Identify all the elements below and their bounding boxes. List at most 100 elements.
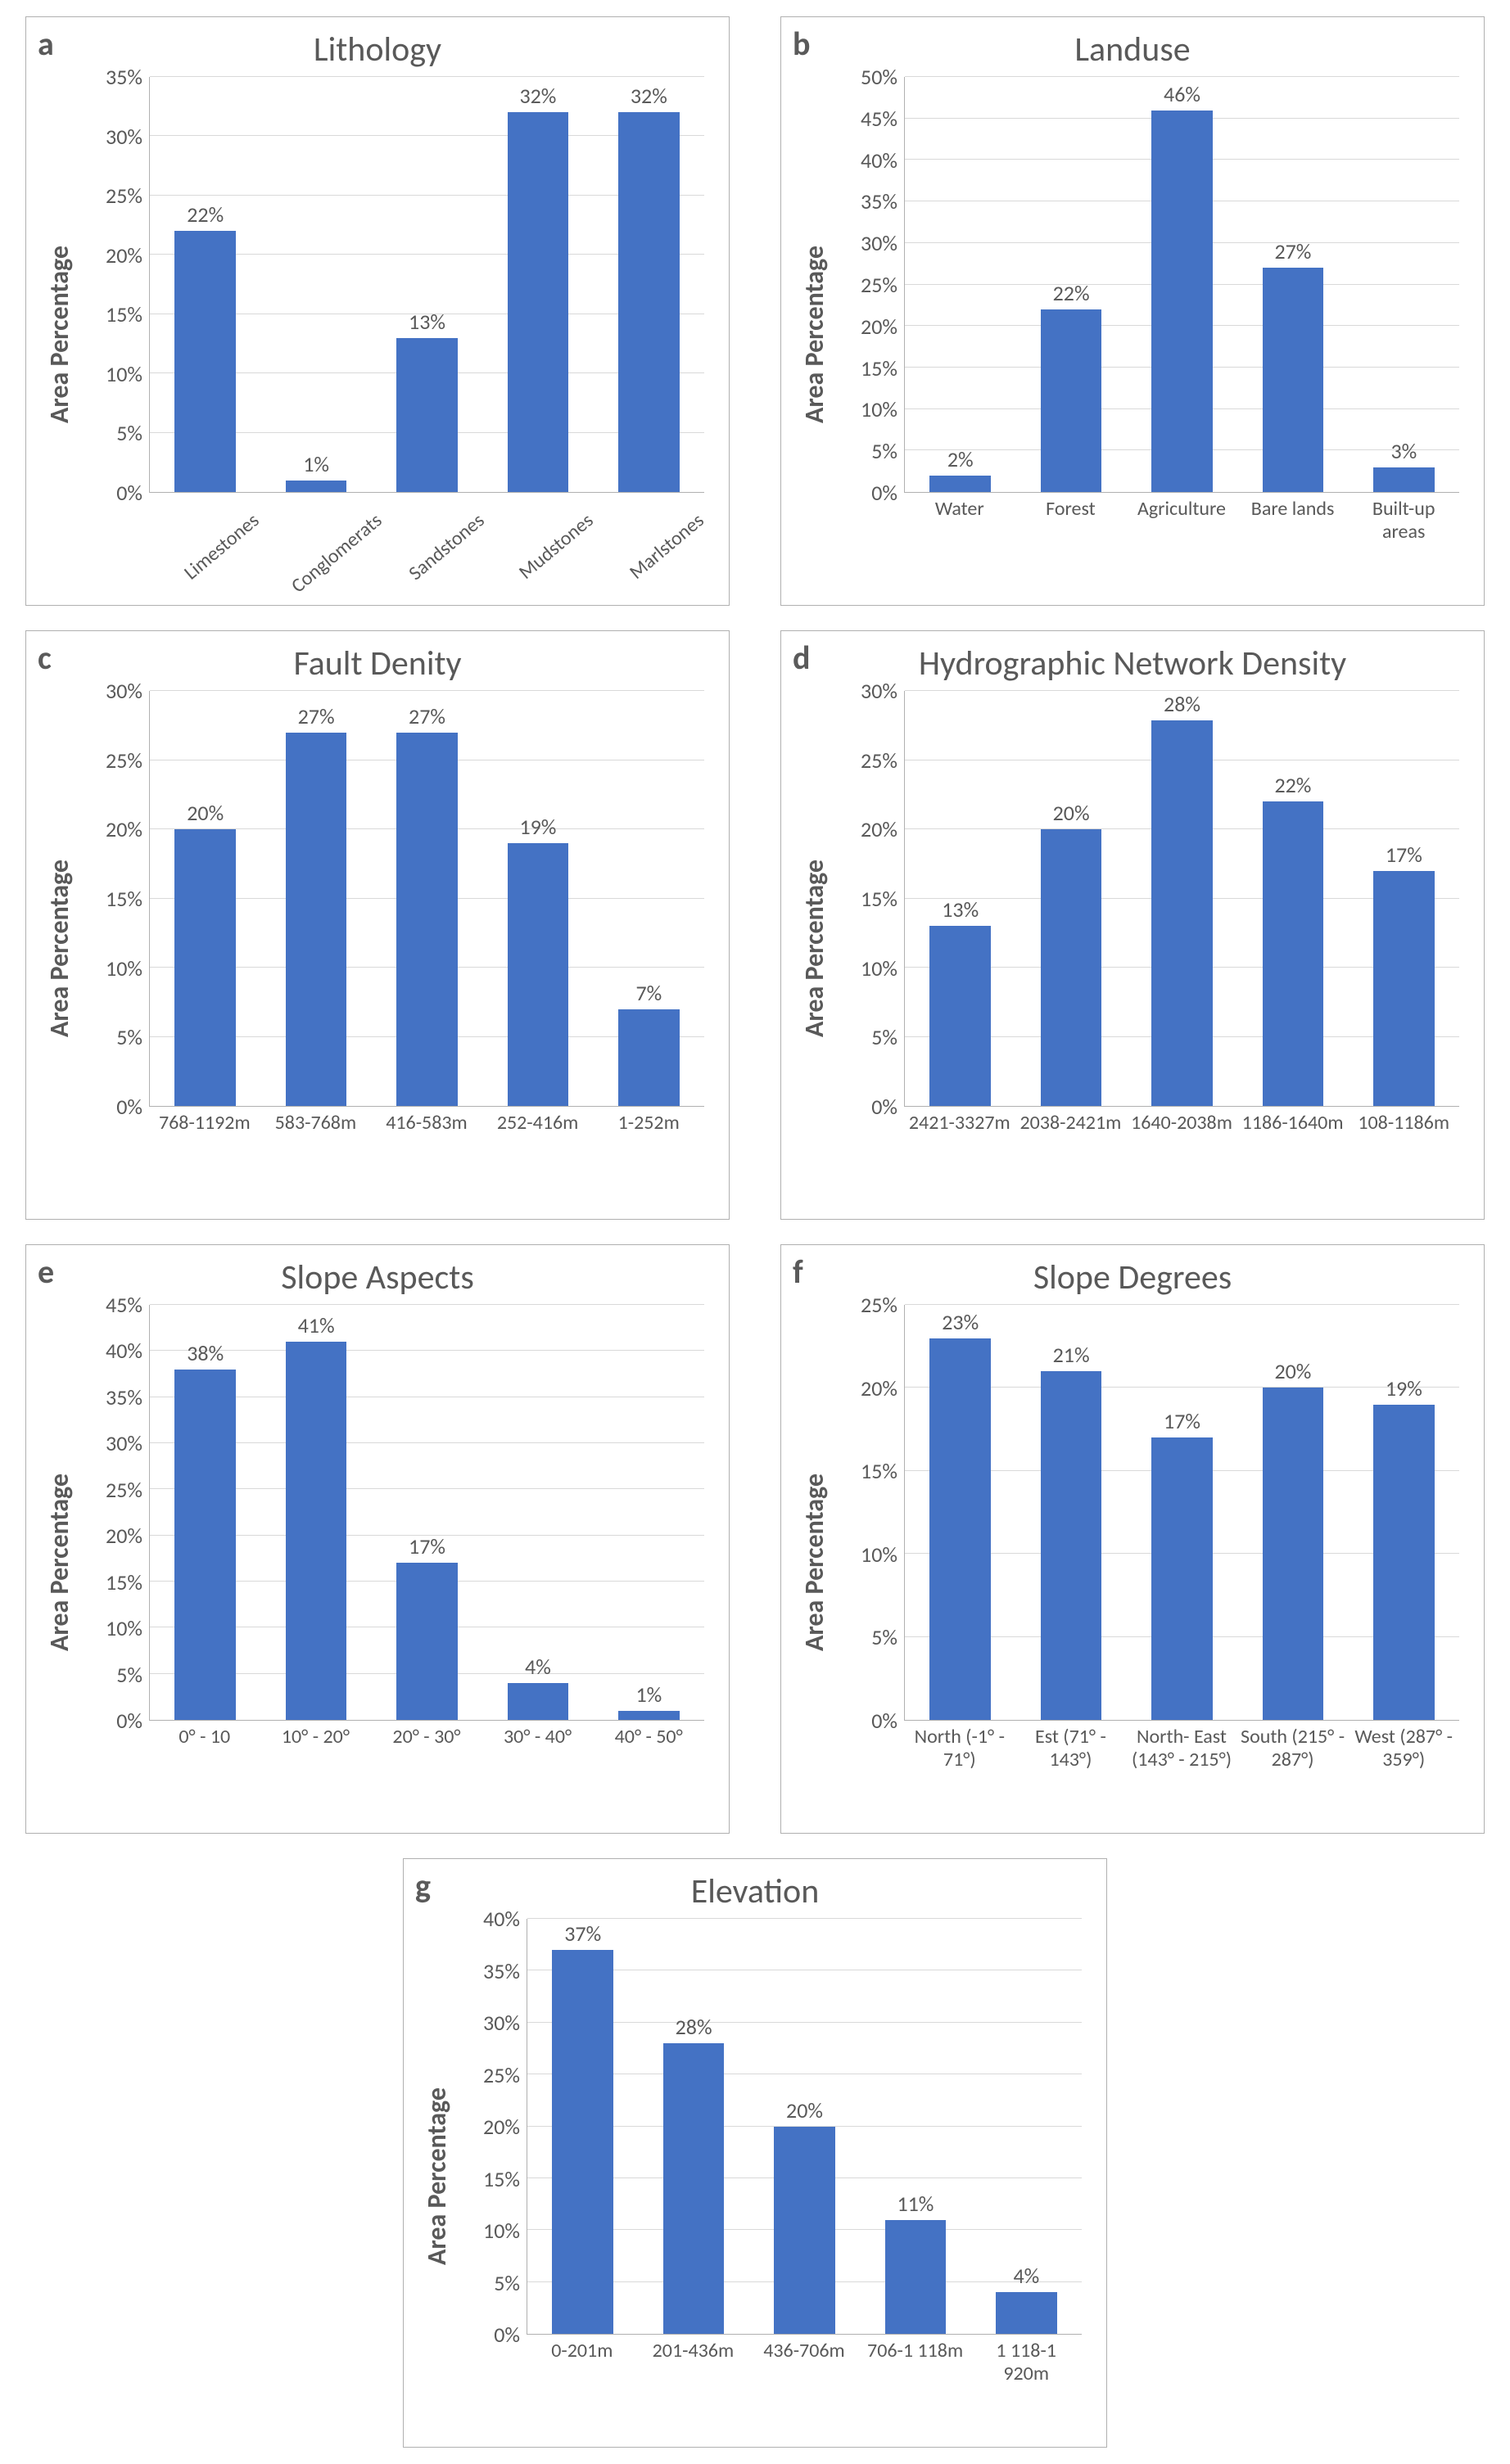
bar: [552, 1950, 613, 2334]
x-tick-label: 583-768m: [260, 1107, 372, 1205]
plot-area: 20%27%27%19%7%: [149, 691, 704, 1107]
bar-value-label: 4%: [525, 1654, 551, 1680]
y-tick-label: 10%: [861, 1541, 897, 1568]
y-tick-label: 5%: [494, 2270, 520, 2296]
bar-value-label: 38%: [187, 1340, 224, 1366]
panel-letter: b: [793, 24, 810, 64]
bar-slot: 11%: [860, 1919, 970, 2334]
x-tick-label: 30° - 40°: [482, 1721, 594, 1819]
plot-area: 37%28%20%11%4%: [527, 1919, 1082, 2335]
y-tick-label: 10%: [106, 955, 142, 982]
bar-slot: 46%: [1127, 77, 1237, 492]
bar-value-label: 2%: [947, 446, 974, 472]
bar-value-label: 3%: [1390, 438, 1417, 464]
x-tick-label: 416-583m: [371, 1107, 482, 1205]
bar-slot: 22%: [1015, 77, 1126, 492]
bar-slot: 32%: [594, 77, 704, 492]
bar: [929, 1338, 990, 1720]
bar-value-label: 7%: [635, 980, 662, 1006]
y-tick-label: 15%: [861, 886, 897, 912]
bar-value-label: 17%: [409, 1533, 445, 1559]
y-tick-label: 20%: [861, 816, 897, 842]
y-tick-label: 0%: [871, 480, 897, 506]
x-tick-label: 10° - 20°: [260, 1721, 372, 1819]
x-tick-label: Agriculture: [1126, 493, 1237, 591]
y-tick-label: 40%: [861, 147, 897, 174]
bar: [996, 2292, 1056, 2334]
x-tick-label: Bare lands: [1237, 493, 1349, 591]
bar: [508, 1683, 568, 1720]
bar: [885, 2220, 946, 2334]
x-tick-label: Est (71° - 143°): [1015, 1721, 1127, 1819]
x-tick-label: West (287° - 359°): [1348, 1721, 1459, 1819]
bar-slot: 38%: [150, 1305, 260, 1720]
bar-value-label: 28%: [676, 2014, 712, 2040]
y-tick-label: 25%: [106, 183, 142, 209]
y-tick-label: 0%: [116, 1094, 142, 1120]
y-tick-label: 0%: [494, 2322, 520, 2348]
bar-value-label: 20%: [1274, 1358, 1311, 1384]
chart-panel-b: bLanduseArea Percentage0%5%10%15%20%25%3…: [780, 16, 1485, 606]
x-tick-label: 40° - 50°: [593, 1721, 704, 1819]
x-tick-label: North (-1° - 71°): [904, 1721, 1015, 1819]
bar: [1373, 871, 1434, 1106]
x-tick-label: 436-706m: [748, 2335, 860, 2433]
x-tick-label: 0° - 10: [149, 1721, 260, 1819]
bar: [286, 481, 346, 492]
bar-value-label: 46%: [1164, 81, 1200, 107]
plot-area: 23% 21% 17% 20% 19%: [904, 1305, 1459, 1721]
bar: [1041, 1371, 1101, 1720]
bar-slot: 17%: [1349, 691, 1459, 1106]
bar-slot: 21%: [1015, 1305, 1126, 1720]
chart-panel-e: eSlope AspectsArea Percentage0%5%10%15%2…: [25, 1244, 730, 1834]
bar-slot: 22%: [1237, 691, 1348, 1106]
bar-value-label: 19%: [519, 814, 556, 840]
y-tick-label: 5%: [116, 1024, 142, 1050]
bar-value-label: 20%: [187, 800, 224, 826]
bar-value-label: 23%: [942, 1309, 979, 1335]
bar-slot: 20%: [1237, 1305, 1348, 1720]
y-tick-label: 20%: [861, 1375, 897, 1401]
bar-value-label: 11%: [897, 2191, 934, 2217]
y-tick-label: 20%: [106, 1523, 142, 1549]
chart-panel-d: dHydrographic Network DensityArea Percen…: [780, 630, 1485, 1220]
x-tick-label: Built-up areas: [1348, 493, 1459, 591]
bar-slot: 20%: [150, 691, 260, 1106]
y-tick-label: 10%: [861, 955, 897, 982]
bar: [1151, 111, 1212, 492]
bar-slot: 4%: [482, 1305, 593, 1720]
bar-value-label: 17%: [1386, 842, 1422, 868]
y-tick-label: 5%: [116, 420, 142, 446]
bar: [929, 476, 990, 492]
y-tick-label: 40%: [483, 1906, 520, 1932]
bar: [618, 1009, 679, 1106]
bar: [618, 112, 679, 492]
chart-panel-g: gElevationArea Percentage0%5%10%15%20%25…: [403, 1858, 1107, 2448]
y-tick-label: 15%: [106, 301, 142, 327]
bar-value-label: 1%: [303, 451, 329, 477]
x-tick-label: Mudstones: [484, 493, 595, 591]
y-tick-label: 20%: [106, 242, 142, 269]
bar-slot: 19%: [1349, 1305, 1459, 1720]
y-tick-label: 45%: [106, 1292, 142, 1318]
panel-letter: g: [415, 1866, 431, 1906]
bar-value-label: 28%: [1164, 691, 1200, 717]
bar-slot: 1%: [594, 1305, 704, 1720]
bar-value-label: 32%: [631, 83, 667, 109]
bar: [286, 733, 346, 1106]
x-tick-label: South (215° - 287°): [1237, 1721, 1349, 1819]
bar-value-label: 17%: [1164, 1408, 1200, 1434]
bar: [508, 843, 568, 1106]
plot-area: 13%20%28%22%17%: [904, 691, 1459, 1107]
x-tick-label: 1 118-1 920m: [970, 2335, 1082, 2433]
bar-slot: 2%: [905, 77, 1015, 492]
plot-area: 38%41%17%4%1%: [149, 1305, 704, 1721]
bar: [174, 829, 235, 1106]
y-tick-label: 5%: [116, 1662, 142, 1688]
bar-slot: 28%: [1127, 691, 1237, 1106]
y-tick-label: 35%: [106, 64, 142, 90]
chart-panel-c: cFault DenityArea Percentage0%5%10%15%20…: [25, 630, 730, 1220]
y-tick-label: 0%: [116, 1708, 142, 1734]
bar-value-label: 13%: [409, 309, 445, 335]
bar: [174, 1370, 235, 1720]
